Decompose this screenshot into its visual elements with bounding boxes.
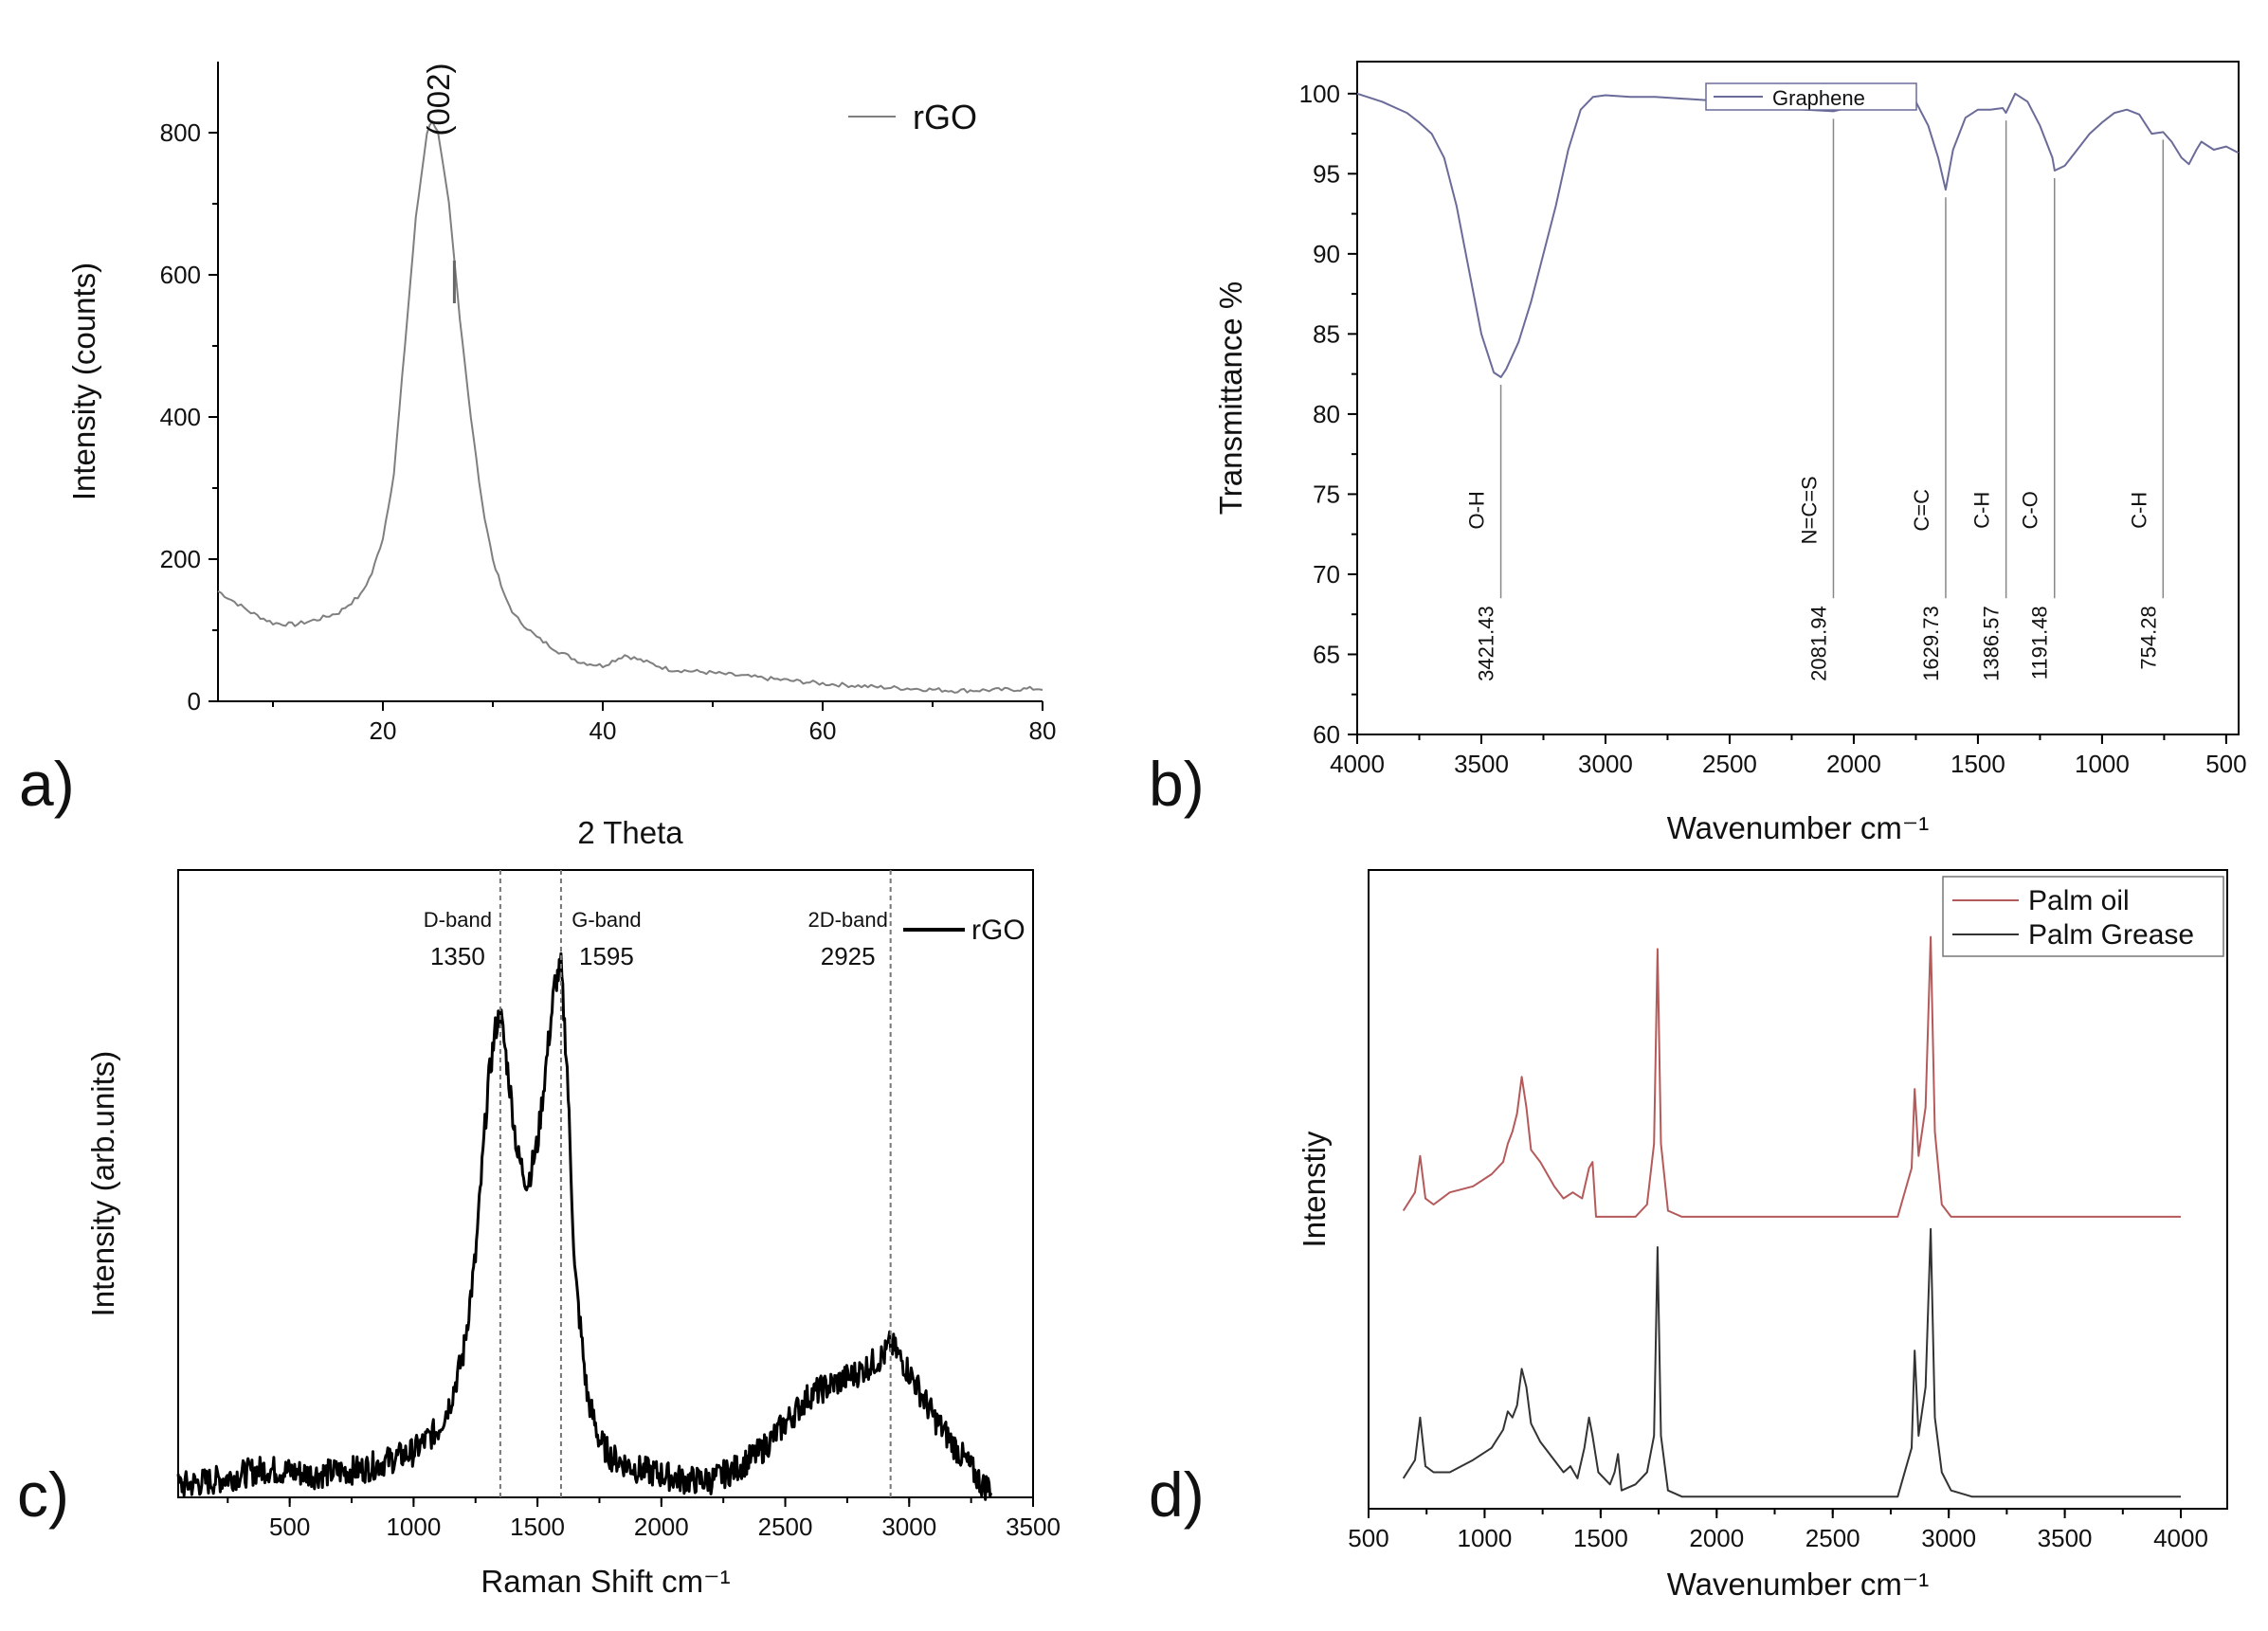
x-tick-label: 500 [269, 1513, 310, 1541]
peak-group-label: C-H [2127, 492, 2150, 529]
x-axis-label: Wavenumber cm⁻¹ [1667, 1567, 1930, 1602]
y-axis-label: Intensity (counts) [66, 263, 101, 500]
panel-label: b) [1149, 749, 1205, 819]
peak-value-label: 1386.57 [1980, 606, 2004, 681]
legend-label: Palm oil [2028, 885, 2130, 916]
x-tick-label: 1000 [386, 1513, 441, 1541]
y-tick-label: 800 [160, 118, 201, 147]
peak-annotation: (002) [421, 63, 456, 136]
x-tick-label: 4000 [1330, 750, 1385, 778]
y-tick-label: 0 [188, 687, 201, 716]
x-tick-label: 2000 [634, 1513, 689, 1541]
legend-label: Graphene [1772, 86, 1865, 110]
x-tick-label: 2500 [1805, 1524, 1860, 1552]
y-axis-label: Intenstiy [1297, 1131, 1332, 1247]
chart-panel-d: 500 1000 1500 2000 2500 3000 3500 4000 Wavenumbe… [1149, 869, 2228, 1602]
y-tick-label: 70 [1313, 560, 1340, 589]
x-tick-label: 4000 [2153, 1524, 2208, 1552]
y-tick-label: 90 [1313, 240, 1340, 268]
x-tick-label: 3000 [1578, 750, 1633, 778]
x-tick-label: 40 [590, 716, 617, 745]
plot-frame [177, 869, 1034, 1498]
series-line-palm-grease [1402, 1227, 2181, 1498]
x-axis-label: Raman Shift cm⁻¹ [481, 1564, 730, 1599]
x-tick-label: 3500 [1006, 1513, 1061, 1541]
x-tick-label: 3000 [881, 1513, 936, 1541]
legend-box [1942, 876, 2224, 957]
y-tick-label: 60 [1313, 720, 1340, 749]
plot-frame [1356, 61, 2240, 735]
panel-label: d) [1149, 1459, 1205, 1530]
y-tick-label: 85 [1313, 319, 1340, 348]
y-tick-label: 200 [160, 545, 201, 573]
band-value-label: 2925 [821, 942, 876, 970]
series-line-graphene [1356, 92, 2240, 378]
peak-value-label: 754.28 [2136, 606, 2160, 669]
legend-label: rGO [971, 915, 1025, 946]
x-tick-label: 1500 [510, 1513, 565, 1541]
x-tick-label: 2500 [1702, 750, 1757, 778]
y-tick-label: 80 [1313, 400, 1340, 428]
panel-label: a) [19, 749, 75, 819]
band-value-label: 1350 [430, 942, 485, 970]
x-tick-label: 1500 [1573, 1524, 1628, 1552]
peak-value-label: 2081.94 [1806, 606, 1830, 681]
x-tick-label: 1000 [2075, 750, 2130, 778]
band-name-label: 2D-band [807, 908, 887, 932]
peak-group-label: C=C [1910, 489, 1933, 532]
x-tick-label: 60 [809, 716, 837, 745]
y-tick-label: 600 [160, 261, 201, 289]
peak-group-label: N=C=S [1797, 476, 1821, 544]
x-tick-label: 3500 [2038, 1524, 2093, 1552]
y-tick-label: 65 [1313, 640, 1340, 668]
x-axis-label: 2 Theta [577, 815, 683, 850]
x-tick-label: 500 [1348, 1524, 1388, 1552]
x-tick-label: 2500 [758, 1513, 813, 1541]
peak-value-label: 1191.48 [2028, 606, 2052, 680]
peak-value-label: 3421.43 [1475, 606, 1498, 681]
x-tick-label: 80 [1029, 716, 1057, 745]
series-line-palm-oil [1402, 935, 2181, 1218]
x-tick-label: 20 [370, 716, 397, 745]
series-line-rgo [176, 951, 993, 1501]
peak-group-label: O-H [1465, 491, 1489, 529]
x-axis-label: Wavenumber cm⁻¹ [1667, 810, 1930, 845]
x-tick-label: 3500 [1454, 750, 1509, 778]
x-tick-label: 3000 [1921, 1524, 1976, 1552]
peak-value-label: 1629.73 [1919, 606, 1943, 681]
x-tick-label: 2000 [1826, 750, 1881, 778]
series-line-rgo [217, 120, 1043, 694]
legend-label: rGO [913, 98, 977, 136]
y-tick-label: 95 [1313, 159, 1340, 188]
y-tick-label: 75 [1313, 480, 1340, 508]
band-name-label: G-band [572, 908, 641, 932]
peak-group-label: C-H [1970, 492, 1994, 529]
band-value-label: 1595 [579, 942, 634, 970]
y-tick-label: 400 [160, 403, 201, 431]
panel-label: c) [17, 1459, 69, 1530]
plot-frame [1368, 869, 2228, 1510]
x-tick-label: 2000 [1689, 1524, 1744, 1552]
peak-group-label: C-O [2019, 491, 2042, 529]
y-axis-label: Transmittance % [1213, 281, 1248, 515]
y-axis-label: Intensity (arb.units) [85, 1051, 120, 1317]
band-name-label: D-band [424, 908, 492, 932]
x-tick-label: 500 [2205, 750, 2246, 778]
x-tick-label: 1000 [1458, 1524, 1513, 1552]
legend-label: Palm Grease [2028, 919, 2194, 951]
chart-panel-c: 500 1000 1500 2000 2500 3000 3500 Raman Shift c… [17, 869, 1061, 1599]
y-tick-label: 100 [1299, 80, 1340, 108]
x-tick-label: 1500 [1950, 750, 2005, 778]
chart-panel-b: 4000 3500 3000 2500 2000 1500 1000 500 60 65 70 75 8… [1149, 61, 2247, 845]
